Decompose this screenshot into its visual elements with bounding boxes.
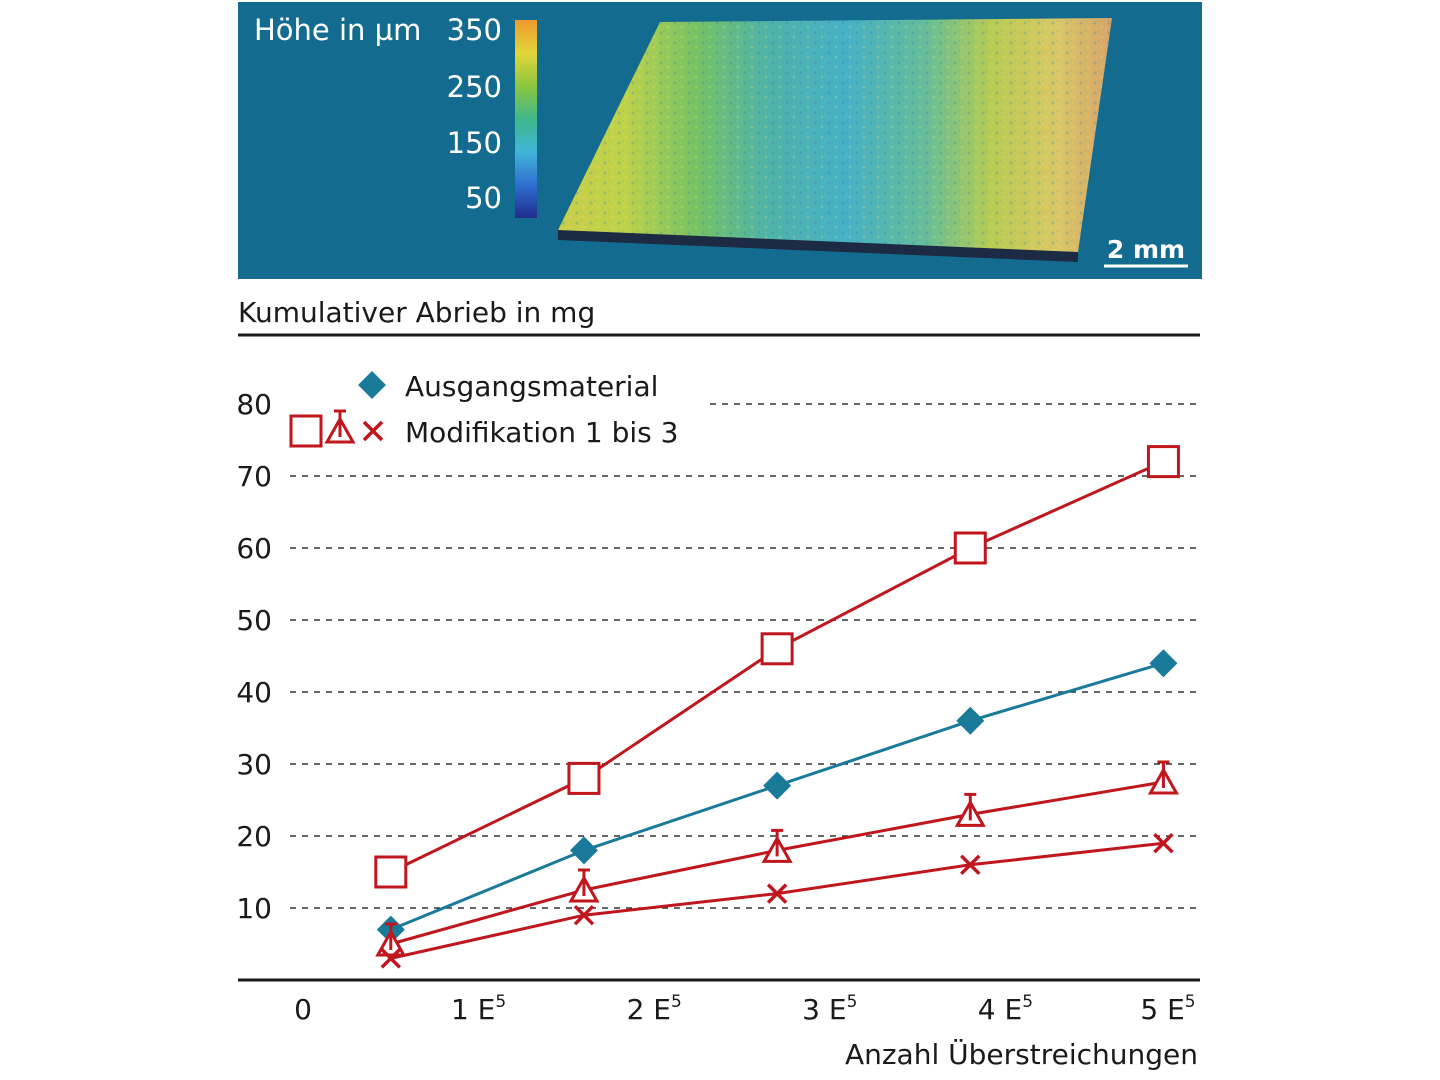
x-tick-exponent: 5 [847, 992, 858, 1012]
y-tick-labels: 10 20 30 40 50 60 70 80 [236, 388, 272, 925]
colorbar-tick-label: 50 [465, 181, 502, 215]
x-tick-label: 3 E5 [802, 992, 857, 1026]
data-point-square [567, 761, 601, 795]
x-tick-exponent: 5 [671, 992, 682, 1012]
surface-map-texture [558, 18, 1112, 252]
y-tick-label: 70 [236, 460, 272, 493]
legend-marker-square [289, 414, 323, 448]
scale-bar-label: 2 mm [1107, 235, 1185, 264]
series-line-triangle [390, 780, 1164, 946]
y-tick-label: 60 [236, 532, 272, 565]
data-point-diamond [1149, 649, 1178, 678]
data-point-diamond [569, 836, 598, 865]
series-lines [390, 460, 1165, 960]
series-line-square [390, 460, 1165, 874]
data-point-triangle [1147, 760, 1180, 795]
data-point-triangle [375, 922, 407, 957]
x-tick-base: 5 E [1140, 993, 1184, 1026]
data-point-square [374, 855, 408, 889]
y-tick-label: 80 [236, 388, 272, 421]
x-tick-base: 0 [294, 993, 312, 1026]
data-point-triangle [568, 868, 600, 903]
data-point-x [766, 883, 788, 904]
data-point-diamond [763, 771, 792, 800]
y-tick-label: 20 [236, 820, 272, 853]
data-point-triangle [954, 792, 986, 827]
legend-marker-triangle [324, 409, 356, 444]
data-point-diamond [956, 706, 985, 735]
abrasion-chart: Kumulativer Abrieb in mg 102030405060708… [236, 296, 1200, 1071]
y-tick-label: 40 [236, 676, 272, 709]
x-tick-exponent: 5 [495, 992, 506, 1012]
data-point-square [760, 632, 794, 666]
colorbar-tick-label: 350 [447, 13, 502, 47]
series-markers [374, 445, 1180, 969]
x-tick-base: 1 E [451, 993, 495, 1026]
surface-map-side [558, 228, 1078, 262]
x-tick-base: 3 E [802, 993, 846, 1026]
data-point-x [573, 904, 595, 926]
gridlines [290, 403, 1200, 909]
y-tick-label: 10 [236, 892, 272, 925]
colorbar-title: Höhe in µm [254, 13, 421, 47]
legend-background [285, 362, 710, 454]
legend-marker-diamond [358, 371, 386, 399]
legend-markers [289, 371, 386, 448]
legend-label-modifikation: Modifikation 1 bis 3 [405, 416, 678, 449]
data-point-square [1146, 445, 1180, 479]
x-tick-base: 4 E [978, 993, 1022, 1026]
x-tick-label: 1 E5 [451, 992, 506, 1026]
x-tick-label: 5 E5 [1140, 992, 1195, 1026]
legend: Ausgangsmaterial Modifikation 1 bis 3 [285, 362, 710, 454]
colorbar [515, 20, 537, 218]
x-axis-title: Anzahl Überstreichungen [845, 1037, 1198, 1071]
x-tick-label: 2 E5 [627, 992, 682, 1026]
x-tick-exponent: 5 [1022, 992, 1033, 1012]
data-point-square [953, 531, 987, 565]
y-tick-label: 30 [236, 748, 272, 781]
data-point-x [960, 854, 981, 876]
x-tick-label: 0 [294, 993, 312, 1026]
x-tick-exponent: 5 [1185, 992, 1196, 1012]
data-point-triangle [761, 828, 793, 863]
data-point-x [1153, 832, 1174, 854]
colorbar-ticks: 350 250 150 50 [447, 13, 502, 215]
x-tick-label: 4 E5 [978, 992, 1033, 1026]
colorbar-tick-label: 250 [447, 70, 502, 104]
data-point-x [380, 948, 402, 969]
legend-label-ausgangsmaterial: Ausgangsmaterial [405, 370, 658, 403]
legend-marker-x [362, 420, 384, 442]
surface-map: Höhe in µm 350 250 150 50 2 mm [238, 2, 1202, 279]
colorbar-tick-label: 150 [447, 126, 502, 160]
x-tick-base: 2 E [627, 993, 671, 1026]
y-axis-title: Kumulativer Abrieb in mg [238, 296, 595, 329]
y-tick-label: 50 [236, 604, 272, 637]
